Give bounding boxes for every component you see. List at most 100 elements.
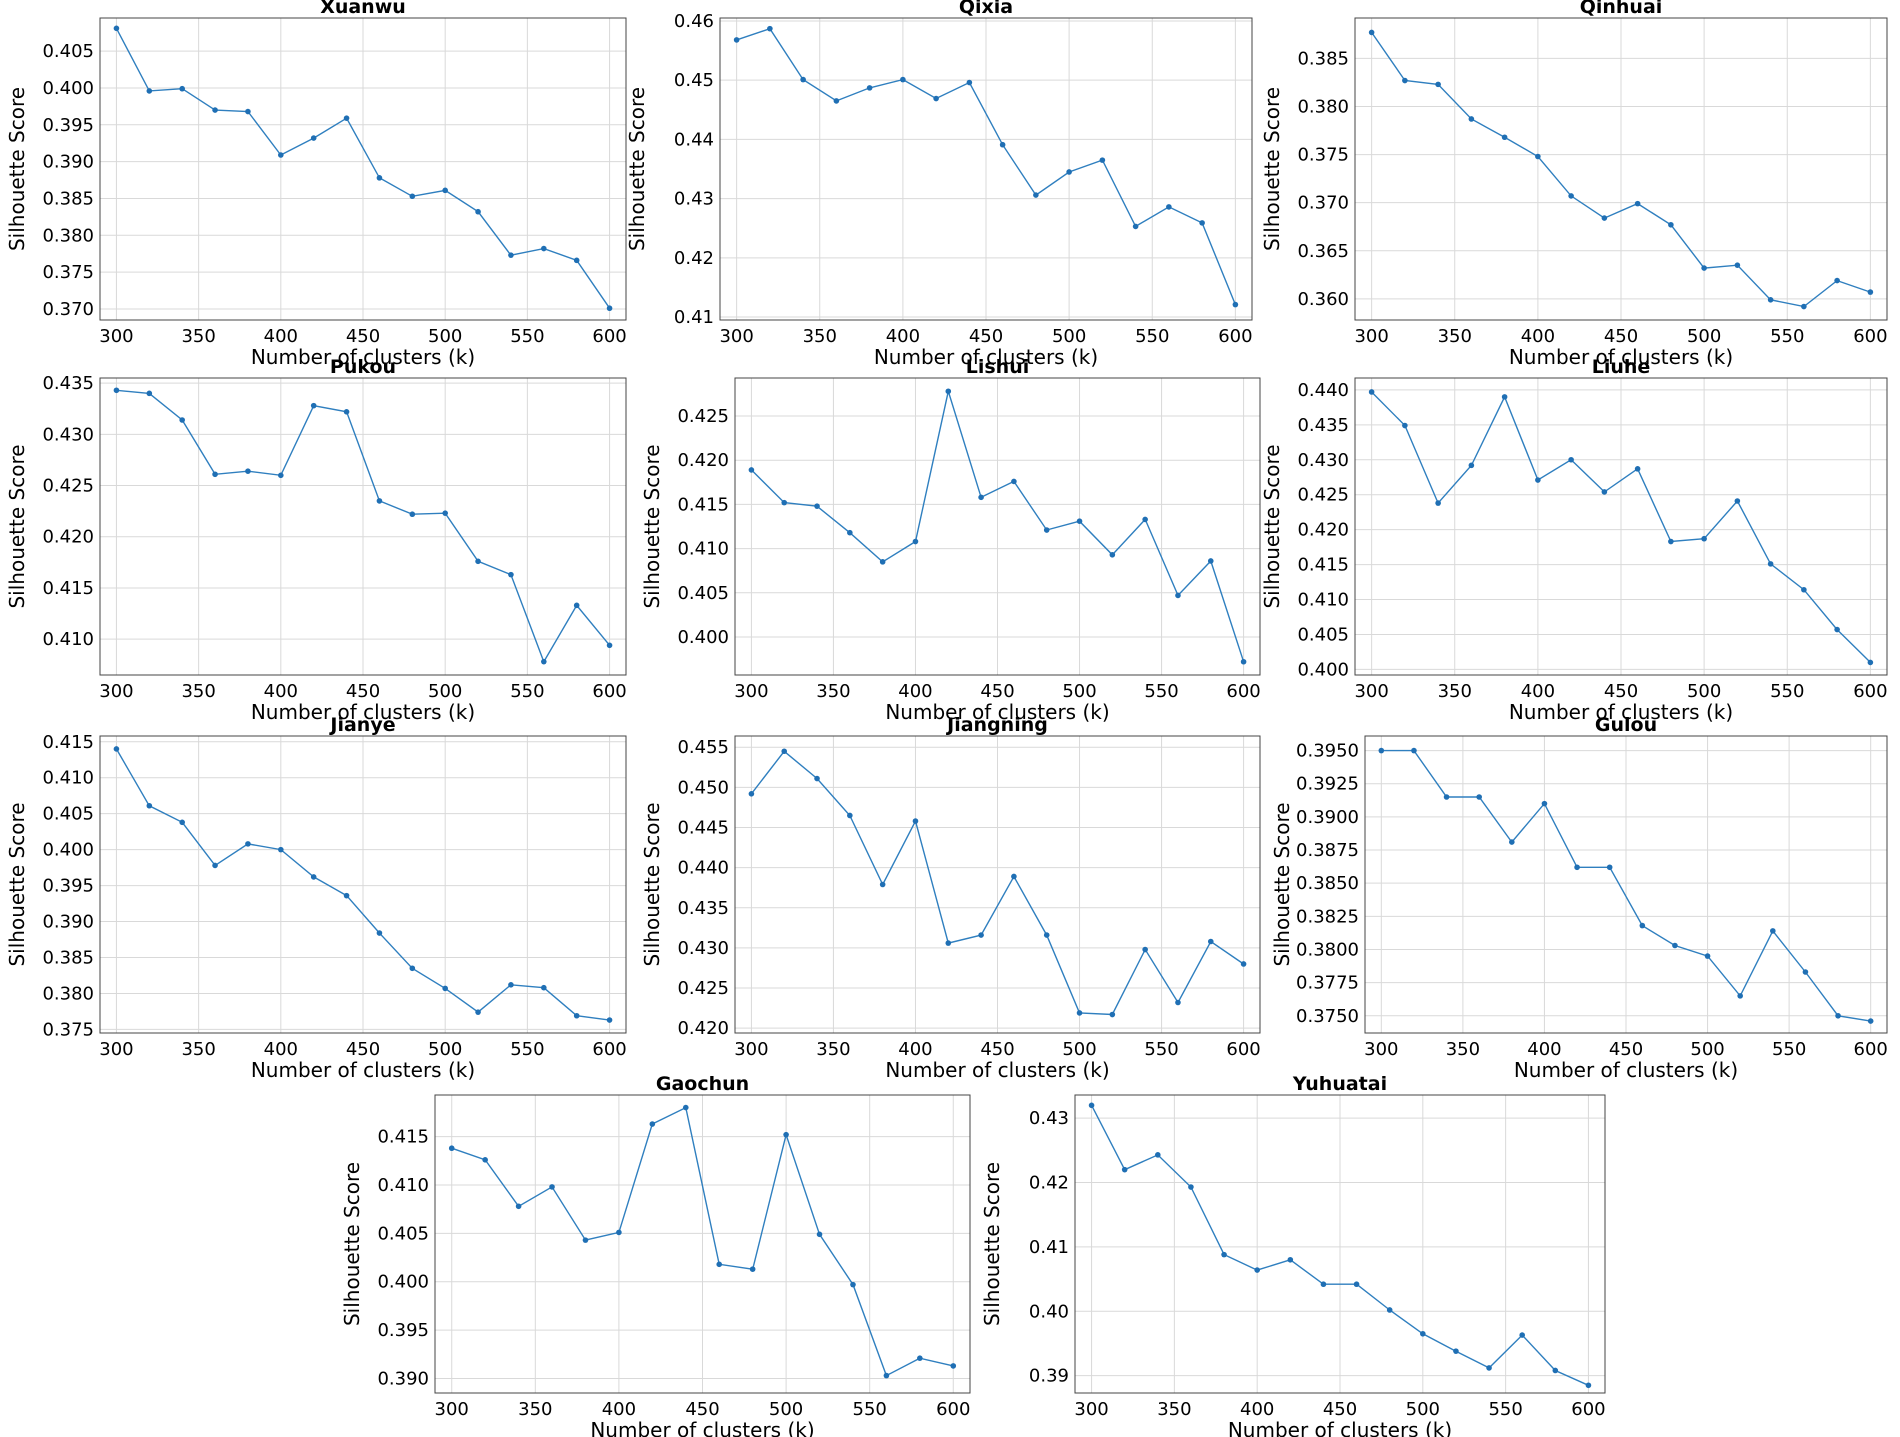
y-tick-label: 0.415 [677,494,729,515]
y-tick-label: 0.41 [674,307,714,328]
data-point [146,88,153,94]
data-point [1166,204,1172,210]
data-point [1254,1267,1260,1273]
x-tick-label: 400 [264,326,298,347]
x-tick-label: 300 [719,326,753,347]
x-tick-label: 400 [264,681,298,702]
series-line [736,27,1237,305]
y-tick-label: 0.405 [377,1223,429,1244]
y-axis-label: Silhouette Score [1270,802,1294,966]
y-tick-label: 0.415 [377,1127,429,1148]
data-point [1701,535,1707,542]
x-tick-label: 550 [853,1399,887,1420]
y-axis-label: Silhouette Score [1260,444,1284,608]
plot-frame [99,17,627,321]
data-point [1043,932,1050,938]
y-tick-label: 0.450 [677,777,729,798]
data-point [1585,1382,1592,1389]
data-point [1552,1367,1559,1374]
y-tick-label: 0.420 [42,527,94,548]
chart-title: Xuanwu [320,0,406,18]
data-point [847,812,853,819]
data-point [1734,498,1741,504]
x-tick-label: 550 [1135,326,1169,347]
x-tick-label: 300 [99,326,133,347]
data-point [1704,953,1711,959]
x-tick-label: 300 [734,1039,768,1060]
x-axis-label: Number of clusters (k) [251,1058,475,1082]
data-point [1634,200,1641,207]
series-line [750,388,1245,662]
y-axis-label: Silhouette Score [980,1162,1004,1326]
x-tick-label: 550 [1770,326,1804,347]
x-tick-label: 450 [1604,326,1638,347]
data-point [475,558,481,565]
x-tick-label: 550 [510,326,544,347]
chart-title: Gulou [1595,714,1657,736]
data-point [409,511,416,518]
y-tick-label: 0.40 [1029,1301,1069,1322]
x-tick-label: 450 [346,681,380,702]
data-point [376,175,383,181]
data-point [1668,221,1674,228]
x-axis-label: Number of clusters (k) [251,700,475,724]
data-point [1601,215,1608,221]
data-point [1435,500,1441,506]
plot-frame [1364,735,1888,1034]
x-tick-label: 300 [435,1399,469,1420]
y-tick-label: 0.410 [42,768,94,789]
plot-frame [1074,1094,1606,1394]
data-point [1155,1152,1161,1158]
data-point [1088,1102,1095,1109]
y-tick-label: 0.405 [42,804,94,825]
data-point [442,187,448,194]
series-line [1381,749,1871,1022]
y-tick-label: 0.435 [1297,415,1349,436]
data-point [912,818,919,824]
x-tick-label: 450 [1323,1399,1357,1420]
y-tick-label: 0.420 [1297,520,1349,541]
data-point [245,108,251,115]
y-tick-label: 0.430 [1297,450,1349,471]
y-tick-label: 0.390 [377,1368,429,1389]
data-point [879,559,886,565]
plot-frame [1354,17,1888,321]
x-tick-label: 350 [181,326,215,347]
data-point [310,874,317,880]
x-tick-label: 550 [1772,1039,1806,1060]
x-tick-label: 400 [1527,1039,1561,1060]
y-tick-label: 0.425 [1297,485,1349,506]
y-tick-label: 0.410 [42,629,94,650]
y-axis-label: Silhouette Score [1260,87,1284,251]
data-point [1232,301,1239,308]
y-tick-label: 0.3875 [1296,840,1359,861]
data-point [917,1355,923,1361]
x-tick-label: 450 [969,326,1003,347]
data-point [343,892,350,899]
x-tick-label: 450 [346,326,380,347]
y-tick-label: 0.46 [674,11,714,32]
y-tick-label: 0.430 [42,424,94,445]
x-tick-label: 350 [1157,1399,1191,1420]
data-point [573,602,580,609]
y-tick-label: 0.3825 [1296,906,1359,927]
x-tick-label: 550 [510,681,544,702]
x-tick-label: 350 [816,681,850,702]
series-line [750,750,1244,1016]
y-tick-label: 0.435 [677,898,729,919]
x-tick-label: 450 [980,681,1014,702]
data-point [1535,153,1541,160]
data-point [847,529,853,536]
x-tick-label: 500 [428,326,462,347]
data-point [1121,1166,1128,1173]
data-point [1240,961,1247,967]
y-axis-label: Silhouette Score [625,87,649,251]
series-line [115,27,611,309]
data-point [1867,659,1874,666]
x-tick-label: 500 [769,1399,803,1420]
